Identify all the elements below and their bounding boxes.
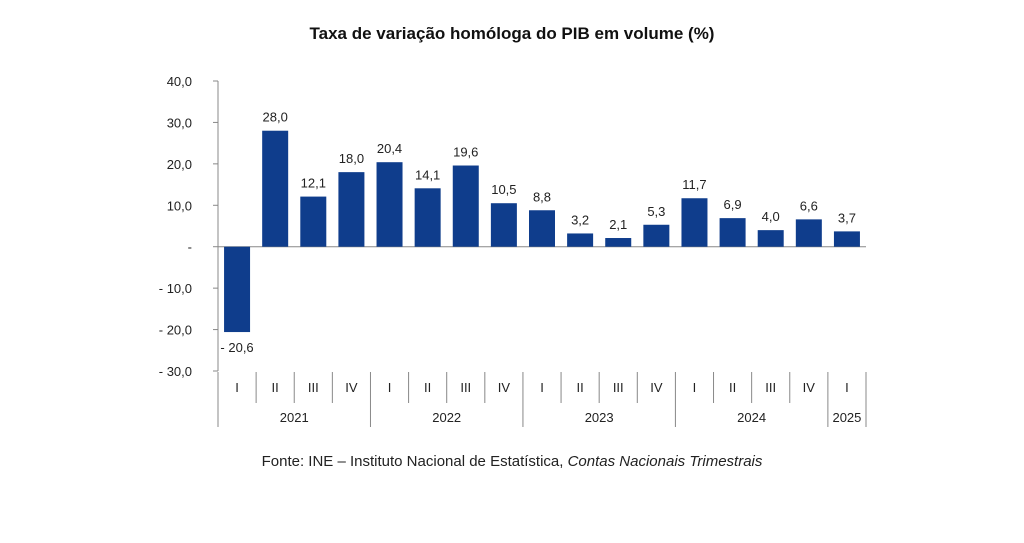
quarter-label: I [235,380,239,395]
quarter-label: II [272,380,279,395]
year-label: 2024 [737,410,766,425]
bar [414,188,441,247]
y-tick-label: - 20,0 [159,323,192,338]
data-label: 5,3 [647,204,665,219]
bar [567,233,594,247]
data-label: 14,1 [415,167,440,182]
source-note: Fonte: INE – Instituto Nacional de Estat… [0,453,1024,470]
quarter-label: I [540,380,544,395]
data-label: 6,9 [724,197,742,212]
data-label: 12,1 [301,176,326,191]
y-tick-label: - 30,0 [159,364,192,379]
bar [338,172,365,247]
quarter-label: I [845,380,849,395]
chart-title: Taxa de variação homóloga do PIB em volu… [309,24,715,43]
y-tick-label: - [188,240,192,255]
bar [795,219,822,247]
data-label: - 20,6 [220,340,253,355]
data-label: 2,1 [609,217,627,232]
y-tick-label: 30,0 [167,115,192,130]
quarter-label: II [577,380,584,395]
bar [224,246,251,333]
source-publication: Contas Nacionais Trimestrais [567,453,763,470]
quarter-label: IV [345,380,358,395]
bar [605,238,632,247]
bar [490,203,517,247]
quarter-label: II [729,380,736,395]
y-tick-label: 20,0 [167,157,192,172]
y-tick-label: 40,0 [167,74,192,89]
data-label: 4,0 [762,209,780,224]
year-label: 2021 [280,410,309,425]
data-label: 6,6 [800,198,818,213]
source-prefix: Fonte: INE – Instituto Nacional de Estat… [261,453,568,470]
data-label: 20,4 [377,141,402,156]
data-label: 10,5 [491,182,516,197]
bar [681,198,708,247]
bar [452,165,479,247]
quarter-label: III [765,380,776,395]
bar [757,230,784,247]
data-label: 8,8 [533,189,551,204]
year-label: 2023 [585,410,614,425]
year-label: 2025 [832,410,861,425]
quarter-label: III [308,380,319,395]
bar [376,162,403,247]
data-label: 19,6 [453,145,478,160]
y-tick-label: - 10,0 [159,281,192,296]
quarter-label: II [424,380,431,395]
data-label: 28,0 [263,110,288,125]
bar [833,231,860,247]
quarter-label: III [613,380,624,395]
quarter-label: I [388,380,392,395]
quarter-label: IV [498,380,511,395]
data-label: 3,7 [838,210,856,225]
y-tick-label: 10,0 [167,198,192,213]
data-label: 11,7 [682,177,706,192]
quarter-label: IV [650,380,663,395]
bar [262,130,289,247]
year-label: 2022 [432,410,461,425]
quarter-label: IV [803,380,816,395]
quarter-label: I [693,380,697,395]
data-label: 18,0 [339,151,364,166]
bar [643,224,670,247]
quarter-label: III [460,380,471,395]
bar [300,196,327,247]
bar [719,218,746,247]
bar [529,210,555,247]
data-label: 3,2 [571,212,589,227]
